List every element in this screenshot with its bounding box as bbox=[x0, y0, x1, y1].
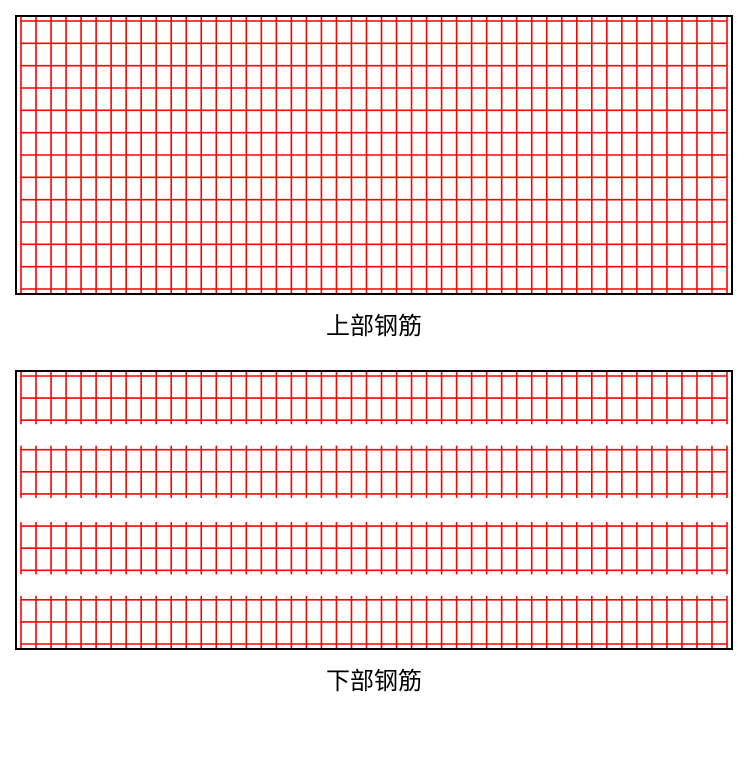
bottom-rebar-panel bbox=[15, 370, 733, 650]
top-rebar-panel bbox=[15, 15, 733, 295]
bottom-caption: 下部钢筋 bbox=[0, 670, 748, 694]
top-caption: 上部钢筋 bbox=[0, 315, 748, 339]
page: 上部钢筋 下部钢筋 bbox=[0, 0, 748, 772]
